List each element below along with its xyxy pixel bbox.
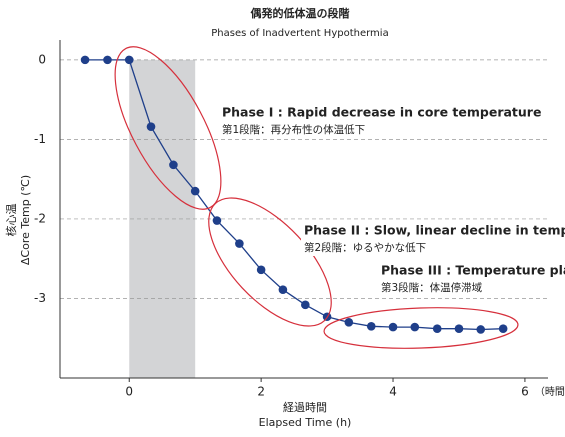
data-point — [278, 285, 288, 295]
x-axis-label: 経過時間 — [283, 401, 327, 414]
chart-subtitle: Phases of Inadvertent Hypothermia — [211, 28, 388, 39]
data-point — [498, 324, 508, 333]
data-point — [432, 324, 442, 333]
x-tick-label: 6 — [521, 385, 529, 399]
data-point — [410, 322, 420, 332]
data-point — [388, 322, 398, 332]
annotation-text: 第3段階：体温停滞域 — [381, 281, 483, 294]
y-axis-label: ΔCore Temp (℃) — [19, 175, 32, 265]
data-point — [124, 55, 134, 65]
data-point — [169, 160, 178, 170]
data-point — [366, 322, 376, 331]
y-tick-label: -3 — [34, 291, 46, 305]
x-tick-label: 4 — [389, 385, 397, 399]
data-point — [235, 239, 244, 248]
annotation-bg — [378, 262, 558, 296]
data-point — [476, 325, 486, 334]
phase-ellipse — [323, 307, 519, 349]
data-point — [146, 122, 156, 131]
data-point — [190, 186, 200, 196]
annotation-bg — [219, 104, 481, 138]
annotation-text: 第1段階：再分布性の体温低下 — [222, 123, 365, 136]
y-tick-label: 0 — [38, 52, 46, 66]
annotation-title: Phase III : Temperature plateau — [381, 263, 565, 278]
annotation-text: 第2段階：ゆるやかな低下 — [304, 241, 426, 254]
chart-title: 偶発的低体温の段階 — [251, 6, 350, 20]
data-point — [454, 324, 464, 333]
data-point — [212, 216, 222, 225]
data-point — [80, 55, 90, 65]
x-tick-label: 0 — [125, 385, 133, 399]
y-tick-label: -1 — [34, 132, 46, 146]
annotation-bg — [301, 222, 563, 256]
data-point — [344, 318, 354, 327]
y-tick-label: -2 — [34, 211, 46, 225]
x-axis-label: Elapsed Time (h) — [259, 416, 352, 429]
x-unit: （時間） — [535, 386, 565, 398]
phase-ellipse — [208, 197, 332, 327]
data-point — [103, 55, 112, 65]
x-tick-label: 2 — [257, 385, 265, 399]
annotation-title: Phase II : Slow, linear decline in tempe… — [304, 223, 565, 238]
data-point — [301, 300, 310, 310]
data-point — [256, 265, 266, 275]
y-axis-label: 核心温 — [4, 204, 18, 237]
annotation-title: Phase I : Rapid decrease in core tempera… — [222, 105, 541, 120]
phase-ellipse — [114, 46, 222, 210]
